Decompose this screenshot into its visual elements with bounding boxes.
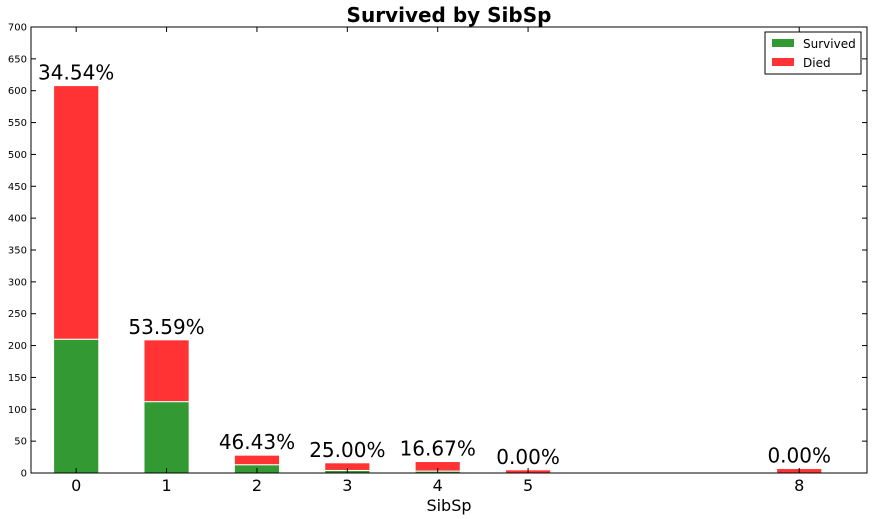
chart-title: Survived by SibSp xyxy=(347,3,552,27)
x-axis-label: SibSp xyxy=(426,496,471,515)
legend-label-survived: Survived xyxy=(803,37,856,51)
survival-rate-label-3: 25.00% xyxy=(309,438,385,462)
x-tick-label: 5 xyxy=(523,476,533,495)
bar-died-0 xyxy=(53,85,100,340)
y-tick-label: 650 xyxy=(8,54,27,65)
annotation-layer: 34.54% 53.59% 46.43% 25.00% 16.67% 0.00% 0.00% xyxy=(38,61,831,469)
bars-layer xyxy=(53,85,823,474)
y-tick-label: 450 xyxy=(8,182,27,193)
survival-rate-label-2: 46.43% xyxy=(219,430,295,454)
y-tick-label: 100 xyxy=(8,405,27,416)
legend-swatch-died xyxy=(772,58,794,66)
y-tick-label: 250 xyxy=(8,309,27,320)
bar-died-1 xyxy=(143,339,190,403)
y-tick-label: 600 xyxy=(8,86,27,97)
y-tick-label: 150 xyxy=(8,373,27,384)
bar-survived-0 xyxy=(53,338,100,474)
x-tick-label: 1 xyxy=(161,476,171,495)
legend-swatch-survived xyxy=(772,39,794,47)
legend: Survived Died xyxy=(764,31,862,75)
survival-rate-label-8: 0.00% xyxy=(767,444,831,468)
legend-box xyxy=(764,31,862,75)
x-tick-label: 8 xyxy=(794,476,804,495)
survival-rate-label-1: 53.59% xyxy=(128,315,204,339)
y-tick-label: 0 xyxy=(21,469,27,480)
survival-rate-label-0: 34.54% xyxy=(38,61,114,85)
y-tick-label: 50 xyxy=(14,437,27,448)
x-axis: 0 1 2 3 4 5 8 xyxy=(71,27,804,495)
x-tick-label: 3 xyxy=(342,476,352,495)
survival-rate-label-5: 0.00% xyxy=(496,445,560,469)
y-tick-label: 500 xyxy=(8,150,27,161)
y-tick-label: 400 xyxy=(8,214,27,225)
y-tick-label: 200 xyxy=(8,341,27,352)
y-tick-label: 300 xyxy=(8,277,27,288)
bar-died-2 xyxy=(233,454,281,466)
legend-label-died: Died xyxy=(803,56,831,70)
y-tick-label: 700 xyxy=(8,23,27,34)
survival-rate-label-4: 16.67% xyxy=(400,437,476,461)
y-axis: 0 50 100 150 200 250 300 350 400 450 500 550 600 650 7… xyxy=(8,23,867,480)
bar-survived-1 xyxy=(143,401,190,474)
x-tick-label: 2 xyxy=(252,476,262,495)
y-tick-label: 350 xyxy=(8,246,27,257)
y-tick-label: 550 xyxy=(8,118,27,129)
x-tick-label: 0 xyxy=(71,476,81,495)
x-tick-label: 4 xyxy=(433,476,443,495)
